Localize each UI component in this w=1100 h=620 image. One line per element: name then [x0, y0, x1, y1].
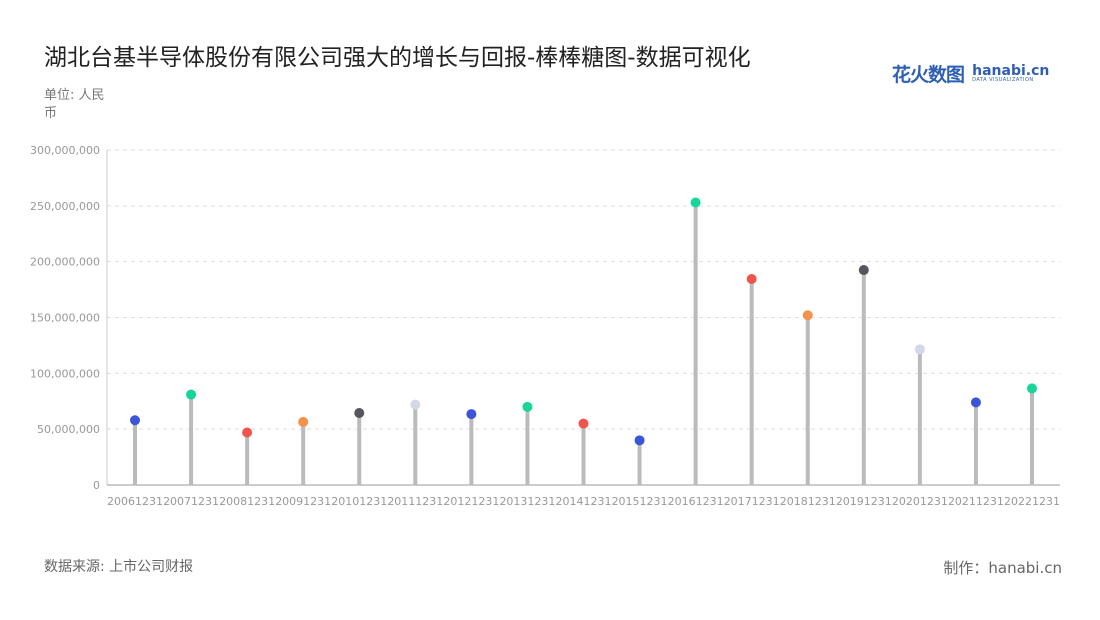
y-tick-label: 150,000,000	[30, 312, 100, 325]
x-tick-label: 20111231	[387, 495, 443, 508]
logo-subtext: DATA VISUALIZATION	[972, 77, 1034, 83]
x-tick-label: 20211231	[948, 495, 1004, 508]
y-tick-label: 200,000,000	[30, 256, 100, 269]
x-tick-label: 20181231	[780, 495, 836, 508]
brand-logo: 花火数图 hanabi.cn DATA VISUALIZATION	[892, 60, 1049, 87]
x-tick-label: 20061231	[107, 495, 163, 508]
data-source: 数据来源: 上市公司财报	[44, 559, 194, 575]
lollipop-head[interactable]	[130, 415, 140, 426]
x-tick-label: 20091231	[275, 495, 331, 508]
lollipop-head[interactable]	[298, 416, 309, 427]
x-tick-label: 20161231	[668, 495, 724, 508]
x-tick-label: 20071231	[163, 495, 219, 508]
lollipop-head[interactable]	[746, 273, 757, 284]
chart-title: 湖北台基半导体股份有限公司强大的增长与回报-棒棒糖图-数据可视化	[44, 45, 751, 71]
lollipop-head[interactable]	[914, 344, 925, 355]
axis-layer: 0 50,000,000 100,000,000 150,000,000 200,000…	[30, 144, 1060, 508]
lollipop-head[interactable]	[242, 427, 253, 438]
x-tick-label: 20131231	[499, 495, 555, 508]
y-tick-label: 100,000,000	[30, 367, 100, 380]
marks-layer	[130, 197, 1037, 485]
lollipop-head[interactable]	[578, 418, 589, 429]
y-tick-label: 50,000,000	[37, 423, 100, 436]
y-tick-label: 250,000,000	[30, 200, 100, 213]
logo-text-cn: 花火数图	[892, 64, 965, 86]
x-tick-label: 20221231	[1004, 495, 1060, 508]
y-tick-label: 0	[93, 479, 100, 492]
x-tick-label: 20121231	[443, 495, 499, 508]
lollipop-head[interactable]	[354, 407, 365, 418]
lollipop-head[interactable]	[410, 399, 421, 410]
lollipop-head[interactable]	[634, 435, 645, 446]
lollipop-head[interactable]	[802, 310, 813, 321]
x-tick-label: 20101231	[331, 495, 387, 508]
logo-text-en-group: hanabi.cn DATA VISUALIZATION	[972, 64, 1049, 83]
lollipop-head[interactable]	[690, 197, 701, 208]
logo-text-en: hanabi.cn	[972, 63, 1050, 79]
lollipop-head[interactable]	[858, 265, 869, 276]
x-tick-label: 20151231	[612, 495, 668, 508]
y-tick-label: 300,000,000	[30, 144, 100, 157]
x-tick-label: 20171231	[724, 495, 780, 508]
unit-label: 单位: 人民币	[44, 88, 105, 121]
x-tick-label: 20191231	[836, 495, 892, 508]
grid-layer	[107, 149, 1060, 430]
x-tick-label: 20081231	[219, 495, 275, 508]
lollipop-head[interactable]	[1027, 383, 1037, 394]
lollipop-head[interactable]	[186, 389, 197, 400]
x-tick-label: 20141231	[556, 495, 612, 508]
maker-credit: 制作：hanabi.cn	[943, 559, 1062, 577]
lollipop-head[interactable]	[970, 397, 981, 408]
lollipop-head[interactable]	[522, 401, 533, 412]
lollipop-head[interactable]	[466, 409, 477, 420]
x-tick-label: 20201231	[892, 495, 948, 508]
